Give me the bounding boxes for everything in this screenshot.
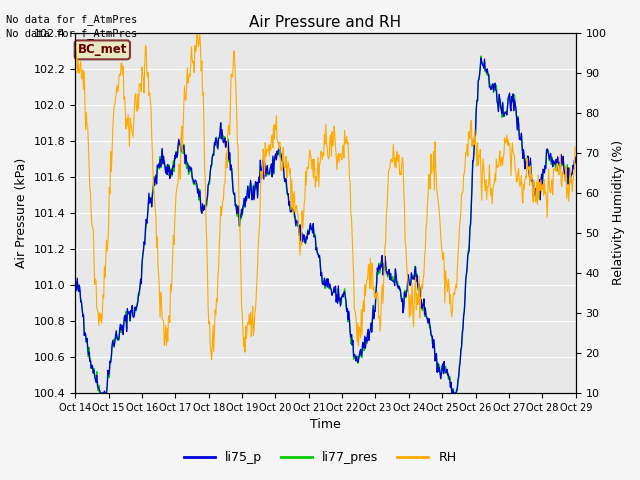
Title: Air Pressure and RH: Air Pressure and RH: [250, 15, 401, 30]
X-axis label: Time: Time: [310, 419, 341, 432]
Text: No data for f_AtmPres: No data for f_AtmPres: [6, 28, 138, 39]
Text: No data for f_AtmPres: No data for f_AtmPres: [6, 13, 138, 24]
Y-axis label: Relativity Humidity (%): Relativity Humidity (%): [612, 140, 625, 286]
Text: BC_met: BC_met: [77, 43, 127, 56]
Y-axis label: Air Pressure (kPa): Air Pressure (kPa): [15, 158, 28, 268]
Legend: li75_p, li77_pres, RH: li75_p, li77_pres, RH: [179, 446, 461, 469]
